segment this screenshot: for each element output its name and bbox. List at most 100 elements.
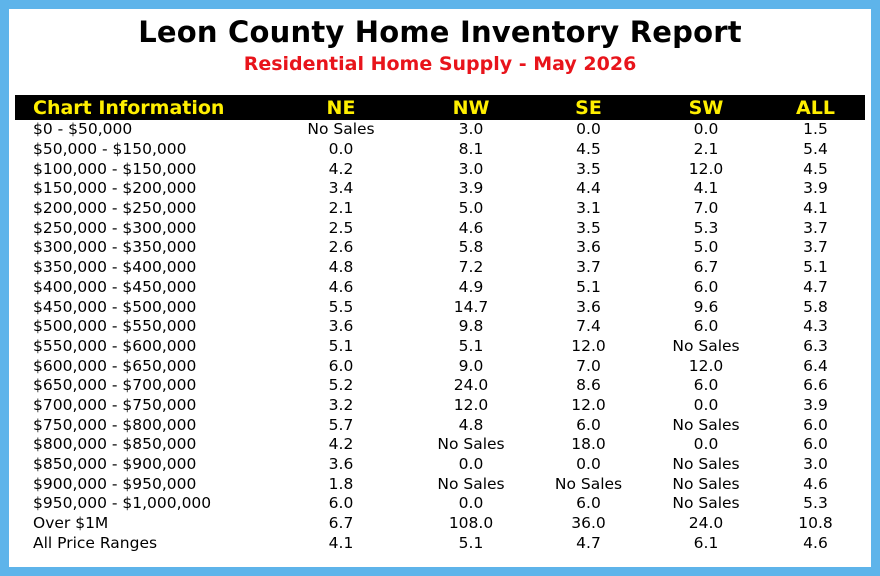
table-row: $300,000 - $350,000 2.6 5.8 3.6 5.0 3.7 xyxy=(15,238,865,258)
inventory-value: 9.6 xyxy=(693,297,719,316)
price-range-label: $200,000 - $250,000 xyxy=(33,199,197,218)
price-range-label: $650,000 - $700,000 xyxy=(33,376,197,395)
inventory-value: 3.6 xyxy=(576,238,601,257)
inventory-value: 12.0 xyxy=(571,336,606,355)
inventory-value: 2.6 xyxy=(328,238,354,257)
column-header: NW xyxy=(411,95,531,120)
table-row: $700,000 - $750,000 3.2 12.0 12.0 0.0 3.9 xyxy=(15,396,865,416)
table-row: $550,000 - $600,000 5.1 5.1 12.0 No Sales 6.3 xyxy=(15,337,865,357)
price-range-label: $500,000 - $550,000 xyxy=(33,317,197,336)
inventory-value: 6.3 xyxy=(803,336,828,355)
inventory-value: 9.0 xyxy=(458,356,484,375)
inventory-value: 7.0 xyxy=(693,199,719,218)
price-range-label: $800,000 - $850,000 xyxy=(33,435,197,454)
inventory-value: 4.7 xyxy=(576,533,601,552)
inventory-value: 12.0 xyxy=(688,356,724,375)
inventory-value: 108.0 xyxy=(448,514,494,533)
inventory-value: 1.5 xyxy=(803,120,828,139)
inventory-value: 3.1 xyxy=(576,199,601,218)
inventory-value: 3.2 xyxy=(328,395,354,414)
inventory-value: No Sales xyxy=(437,474,505,493)
inventory-value: 4.1 xyxy=(693,179,719,198)
inventory-value: 4.5 xyxy=(576,140,601,159)
inventory-value: No Sales xyxy=(307,120,375,139)
price-range-label: $100,000 - $150,000 xyxy=(33,159,197,178)
inventory-value: 12.0 xyxy=(453,395,489,414)
inventory-value: 4.7 xyxy=(803,277,828,296)
inventory-value: 10.8 xyxy=(798,514,833,533)
column-header: NE xyxy=(271,95,411,120)
table-row: $400,000 - $450,000 4.6 4.9 5.1 6.0 4.7 xyxy=(15,278,865,298)
inventory-value: 0.0 xyxy=(458,455,484,474)
inventory-value: 0.0 xyxy=(576,120,601,139)
column-header: ALL xyxy=(766,95,865,120)
table-row: All Price Ranges 4.1 5.1 4.7 6.1 4.6 xyxy=(15,533,865,553)
inventory-table: Chart Information NE NW SE SW ALL $0 - $50,00… xyxy=(15,95,865,553)
price-range-label: $50,000 - $150,000 xyxy=(33,140,187,159)
inventory-value: 5.1 xyxy=(458,336,484,355)
inventory-value: 0.0 xyxy=(693,120,719,139)
inventory-value: 12.0 xyxy=(688,159,724,178)
inventory-value: 7.0 xyxy=(576,356,601,375)
inventory-value: 6.4 xyxy=(803,356,828,375)
price-range-label: $600,000 - $650,000 xyxy=(33,356,197,375)
table-row: $150,000 - $200,000 3.4 3.9 4.4 4.1 3.9 xyxy=(15,179,865,199)
inventory-value: 0.0 xyxy=(693,395,719,414)
inventory-value: 7.2 xyxy=(458,258,484,277)
inventory-value: No Sales xyxy=(672,415,740,434)
inventory-value: No Sales xyxy=(672,474,740,493)
inventory-value: 4.1 xyxy=(803,199,828,218)
inventory-value: 0.0 xyxy=(693,435,719,454)
table-row: $800,000 - $850,000 4.2 No Sales 18.0 0.0 6.0 xyxy=(15,435,865,455)
inventory-value: 5.0 xyxy=(458,199,484,218)
inventory-value: 3.6 xyxy=(576,297,601,316)
inventory-value: 6.0 xyxy=(576,494,601,513)
inventory-value: 3.4 xyxy=(328,179,354,198)
inventory-value: 4.8 xyxy=(328,258,354,277)
inventory-value: No Sales xyxy=(672,336,740,355)
inventory-value: 6.0 xyxy=(693,317,719,336)
inventory-value: 4.2 xyxy=(328,159,354,178)
inventory-value: No Sales xyxy=(672,494,740,513)
price-range-label: $350,000 - $400,000 xyxy=(33,258,197,277)
price-range-label: $850,000 - $900,000 xyxy=(33,455,197,474)
inventory-value: No Sales xyxy=(437,435,505,454)
inventory-value: No Sales xyxy=(554,474,623,493)
price-range-label: $900,000 - $950,000 xyxy=(33,474,197,493)
price-range-label: $250,000 - $300,000 xyxy=(33,218,197,237)
inventory-value: 6.0 xyxy=(693,277,719,296)
inventory-value: 0.0 xyxy=(576,455,601,474)
inventory-value: 3.0 xyxy=(458,159,484,178)
inventory-value: 2.5 xyxy=(328,218,354,237)
price-range-label: $0 - $50,000 xyxy=(33,120,133,139)
inventory-value: 6.6 xyxy=(803,376,828,395)
inventory-value: 6.7 xyxy=(693,258,719,277)
inventory-value: 6.0 xyxy=(693,376,719,395)
inventory-value: 5.5 xyxy=(328,297,354,316)
inventory-value: 6.0 xyxy=(803,435,828,454)
inventory-value: 2.1 xyxy=(693,140,719,159)
table-row: $100,000 - $150,000 4.2 3.0 3.5 12.0 4.5 xyxy=(15,159,865,179)
inventory-value: 6.0 xyxy=(328,494,354,513)
inventory-value: 24.0 xyxy=(688,514,724,533)
inventory-value: 3.6 xyxy=(328,455,354,474)
table-row: $50,000 - $150,000 0.0 8.1 4.5 2.1 5.4 xyxy=(15,140,865,160)
inventory-value: 2.1 xyxy=(328,199,354,218)
column-header: SE xyxy=(531,95,646,120)
report-frame: Leon County Home Inventory Report Reside… xyxy=(9,9,871,567)
inventory-value: 18.0 xyxy=(571,435,606,454)
price-range-label: Over $1M xyxy=(33,514,109,533)
inventory-value: 4.6 xyxy=(803,533,828,552)
inventory-value: 4.6 xyxy=(803,474,828,493)
price-range-label: $400,000 - $450,000 xyxy=(33,277,197,296)
column-header: Chart Information xyxy=(15,95,271,120)
inventory-value: 14.7 xyxy=(453,297,489,316)
price-range-label: $950,000 - $1,000,000 xyxy=(33,494,212,513)
inventory-value: 6.7 xyxy=(328,514,354,533)
price-range-label: $700,000 - $750,000 xyxy=(33,395,197,414)
inventory-value: 24.0 xyxy=(453,376,489,395)
column-header: SW xyxy=(646,95,766,120)
inventory-value: 3.7 xyxy=(803,238,828,257)
table-row: $450,000 - $500,000 5.5 14.7 3.6 9.6 5.8 xyxy=(15,297,865,317)
inventory-value: 5.4 xyxy=(803,140,828,159)
